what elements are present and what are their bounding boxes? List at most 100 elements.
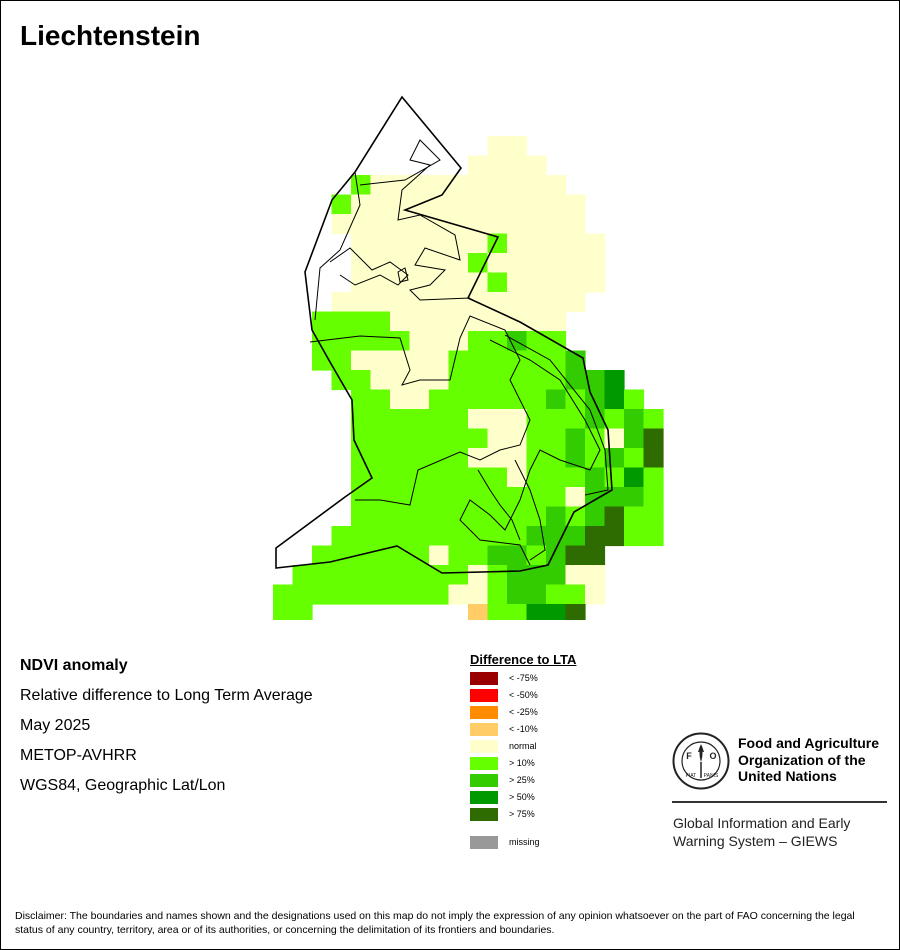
anomaly-cell — [643, 409, 664, 430]
legend-item-missing: missing — [470, 836, 670, 849]
anomaly-cell — [507, 253, 528, 274]
anomaly-cell — [409, 350, 430, 371]
anomaly-cell — [526, 428, 547, 449]
anomaly-cell — [546, 214, 567, 235]
anomaly-cell — [546, 389, 567, 410]
anomaly-cell — [390, 214, 411, 235]
anomaly-cell — [370, 506, 391, 527]
anomaly-cell — [370, 526, 391, 547]
anomaly-cell — [585, 389, 606, 410]
anomaly-cell — [585, 584, 606, 605]
anomaly-cell — [409, 253, 430, 274]
anomaly-cell — [468, 428, 489, 449]
anomaly-cell — [624, 526, 645, 547]
anomaly-cell — [565, 350, 586, 371]
anomaly-cell — [604, 467, 625, 488]
anomaly-cell — [604, 389, 625, 410]
anomaly-cell — [331, 526, 352, 547]
anomaly-cell — [624, 487, 645, 508]
anomaly-cell — [370, 565, 391, 586]
anomaly-cell — [526, 253, 547, 274]
svg-text:FIAT: FIAT — [686, 773, 696, 779]
svg-text:F: F — [686, 751, 692, 761]
legend-item: < -25% — [470, 706, 670, 719]
legend-item: > 25% — [470, 774, 670, 787]
anomaly-cell — [370, 331, 391, 352]
legend-title: Difference to LTA — [470, 652, 577, 667]
anomaly-cell — [370, 311, 391, 332]
anomaly-cell — [370, 272, 391, 293]
anomaly-cell — [565, 389, 586, 410]
anomaly-cell — [429, 311, 450, 332]
anomaly-cell — [507, 584, 528, 605]
anomaly-cell — [507, 292, 528, 313]
anomaly-cell — [507, 331, 528, 352]
anomaly-cell — [429, 272, 450, 293]
anomaly-cell — [507, 448, 528, 469]
anomaly-cell — [526, 175, 547, 196]
anomaly-cell — [312, 311, 333, 332]
legend-swatch — [470, 836, 498, 849]
anomaly-cell — [546, 428, 567, 449]
anomaly-cell — [546, 409, 567, 430]
anomaly-cell — [507, 272, 528, 293]
anomaly-cell — [565, 214, 586, 235]
anomaly-cell — [487, 409, 508, 430]
legend-item: < -10% — [470, 723, 670, 736]
anomaly-cell — [487, 448, 508, 469]
anomaly-cell — [468, 604, 489, 620]
anomaly-cell — [487, 389, 508, 410]
anomaly-cell — [448, 253, 469, 274]
anomaly-cell — [409, 331, 430, 352]
district-border — [309, 315, 531, 506]
legend-item: < -50% — [470, 689, 670, 702]
anomaly-cell — [487, 584, 508, 605]
border-lines — [275, 95, 613, 574]
district-border — [397, 267, 409, 283]
anomaly-cell — [409, 448, 430, 469]
anomaly-cell — [370, 584, 391, 605]
anomaly-cell — [390, 370, 411, 391]
anomaly-cell — [487, 545, 508, 566]
anomaly-cell — [546, 584, 567, 605]
anomaly-cell — [448, 370, 469, 391]
anomaly-cell — [351, 331, 372, 352]
anomaly-cell — [409, 175, 430, 196]
anomaly-cell — [565, 565, 586, 586]
anomaly-cell — [429, 487, 450, 508]
anomaly-cell — [331, 311, 352, 332]
legend-swatch — [470, 757, 498, 770]
anomaly-cell — [565, 253, 586, 274]
logo-divider — [672, 801, 887, 803]
anomaly-cell — [585, 526, 606, 547]
anomaly-cell — [409, 584, 430, 605]
anomaly-cell — [526, 370, 547, 391]
anomaly-cell — [565, 545, 586, 566]
anomaly-cell — [565, 428, 586, 449]
anomaly-cell — [448, 233, 469, 254]
anomaly-cell — [585, 467, 606, 488]
anomaly-cell — [390, 389, 411, 410]
anomaly-cell — [487, 214, 508, 235]
map-title: Liechtenstein — [20, 20, 201, 51]
anomaly-cell — [429, 350, 450, 371]
svg-text:PANIS: PANIS — [704, 773, 719, 779]
anomaly-cell — [331, 565, 352, 586]
anomaly-cell — [448, 389, 469, 410]
anomaly-cell — [526, 604, 547, 620]
anomaly-cell — [565, 194, 586, 215]
anomaly-cell — [526, 292, 547, 313]
anomaly-cell — [429, 389, 450, 410]
anomaly-cell — [351, 253, 372, 274]
anomaly-cell — [468, 526, 489, 547]
anomaly-cell — [585, 448, 606, 469]
legend-swatch — [470, 706, 498, 719]
anomaly-cell — [487, 194, 508, 215]
anomaly-cell — [643, 487, 664, 508]
anomaly-cell — [526, 506, 547, 527]
legend-swatch — [470, 791, 498, 804]
anomaly-cell — [409, 214, 430, 235]
anomaly-cell — [429, 506, 450, 527]
legend-item: < -75% — [470, 672, 670, 685]
anomaly-cell — [448, 311, 469, 332]
